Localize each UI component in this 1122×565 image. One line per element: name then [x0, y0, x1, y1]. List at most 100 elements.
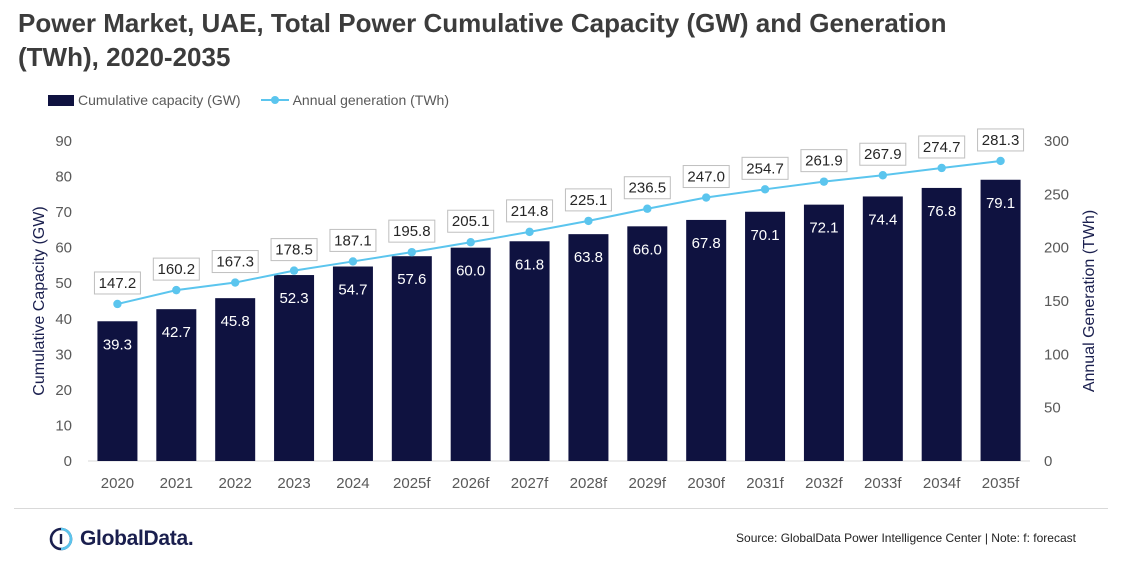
y-right-tick-label: 0 — [1044, 453, 1052, 470]
capacity-data-label: 67.8 — [692, 235, 721, 252]
source-note: Source: GlobalData Power Intelligence Ce… — [736, 531, 1076, 545]
x-tick-label: 2023 — [277, 475, 310, 492]
capacity-data-label: 72.1 — [809, 220, 838, 237]
capacity-data-label: 76.8 — [927, 203, 956, 220]
capacity-bar — [921, 187, 962, 461]
generation-label-box — [682, 165, 730, 189]
y-right-tick-label: 300 — [1044, 133, 1069, 150]
generation-data-label: 247.0 — [687, 169, 725, 186]
generation-label-box — [741, 156, 789, 180]
generation-label-box — [918, 135, 966, 159]
globaldata-logo: GlobalData. — [48, 524, 194, 554]
capacity-data-label: 42.7 — [162, 324, 191, 341]
generation-data-label: 214.8 — [511, 203, 549, 220]
capacity-bar — [980, 179, 1021, 461]
x-tick-label: 2028f — [570, 475, 608, 492]
capacity-data-label: 54.7 — [338, 282, 367, 299]
generation-point — [819, 177, 829, 186]
y-right-tick-label: 200 — [1044, 240, 1069, 257]
y-right-tick-label: 100 — [1044, 346, 1069, 363]
generation-point — [172, 285, 181, 295]
capacity-bar — [274, 275, 315, 461]
generation-point — [937, 163, 946, 173]
x-tick-label: 2025f — [393, 475, 431, 492]
capacity-data-label: 74.4 — [868, 211, 897, 228]
chart-canvas: 0 10 20 30 40 50 60 70 80 90 0 50 100 150 200 250 300 Cum… — [31, 128, 1098, 492]
generation-point — [701, 193, 711, 202]
generation-point — [584, 216, 593, 226]
generation-data-label: 267.9 — [864, 146, 902, 163]
generation-data-label: 195.8 — [393, 223, 431, 240]
y-left-tick-label: 20 — [55, 382, 72, 399]
y-left-tick-label: 80 — [55, 169, 72, 186]
x-tick-label: 2026f — [452, 475, 490, 492]
capacity-bar — [332, 266, 373, 461]
generation-data-label: 187.1 — [334, 232, 372, 249]
generation-point — [878, 171, 888, 180]
generation-data-label: 274.7 — [923, 139, 961, 156]
generation-data-label: 225.1 — [570, 192, 608, 209]
capacity-bar — [568, 234, 609, 461]
generation-label-box — [329, 228, 377, 252]
legend-capacity-swatch — [48, 94, 74, 106]
generation-label-box — [211, 250, 259, 274]
generation-label-box — [270, 238, 318, 262]
y-left-tick-label: 40 — [55, 311, 72, 328]
generation-point — [466, 238, 475, 247]
capacity-data-label: 79.1 — [986, 195, 1015, 212]
y-left-tick-label: 90 — [55, 133, 72, 150]
x-tick-label: 2033f — [864, 475, 902, 492]
y-right-axis-label: Annual Generation (TWh) — [1081, 210, 1098, 392]
capacity-bar — [215, 298, 256, 461]
chart-title: Power Market, UAE, Total Power Cumulativ… — [18, 8, 947, 72]
legend-generation-swatch — [260, 94, 289, 106]
generation-label-box — [977, 128, 1025, 152]
generation-point — [348, 257, 358, 266]
y-left-tick-label: 60 — [55, 240, 72, 257]
capacity-data-label: 45.8 — [221, 313, 250, 330]
generation-point — [643, 204, 652, 213]
x-tick-label: 2032f — [805, 475, 843, 492]
generation-label-box — [93, 271, 141, 295]
y-left-tick-label: 70 — [55, 204, 72, 221]
generation-label-box — [800, 149, 848, 173]
generation-data-label: 147.2 — [99, 275, 137, 292]
y-right-tick-label: 250 — [1044, 186, 1069, 203]
legend-capacity-label: Cumulative capacity (GW) — [78, 92, 241, 108]
logo-text: GlobalData. — [80, 527, 194, 550]
x-tick-label: 2021 — [160, 475, 193, 492]
capacity-data-label: 57.6 — [397, 271, 426, 288]
capacity-data-label: 39.3 — [103, 336, 132, 353]
y-left-tick-label: 10 — [55, 417, 72, 434]
x-tick-label: 2020 — [101, 475, 134, 492]
generation-label-box — [447, 209, 495, 233]
x-tick-label: 2034f — [923, 475, 961, 492]
capacity-bar — [509, 241, 550, 461]
generation-data-label: 261.9 — [805, 153, 843, 170]
footer-divider — [14, 508, 1108, 509]
y-right-tick-label: 150 — [1044, 293, 1069, 310]
x-tick-label: 2024 — [336, 475, 369, 492]
generation-label-box — [623, 176, 671, 200]
generation-data-label: 236.5 — [629, 180, 667, 197]
capacity-bar — [627, 226, 668, 461]
x-tick-label: 2030f — [687, 475, 725, 492]
generation-point — [996, 156, 1005, 166]
generation-data-label: 254.7 — [746, 160, 784, 177]
capacity-bar — [862, 196, 903, 461]
y-left-tick-label: 30 — [55, 346, 72, 363]
generation-label-box — [859, 142, 907, 166]
generation-data-label: 160.2 — [158, 261, 196, 278]
capacity-bar — [156, 309, 197, 461]
capacity-data-label: 70.1 — [750, 227, 779, 244]
generation-label-box — [152, 257, 200, 281]
generation-line — [117, 159, 1001, 305]
y-left-tick-label: 50 — [55, 275, 72, 292]
capacity-bar — [686, 219, 727, 461]
generation-data-label: 205.1 — [452, 213, 490, 230]
generation-point — [230, 278, 240, 287]
generation-label-box — [388, 219, 436, 243]
x-tick-label: 2022 — [219, 475, 252, 492]
x-tick-label: 2029f — [629, 475, 667, 492]
generation-point — [760, 185, 770, 194]
